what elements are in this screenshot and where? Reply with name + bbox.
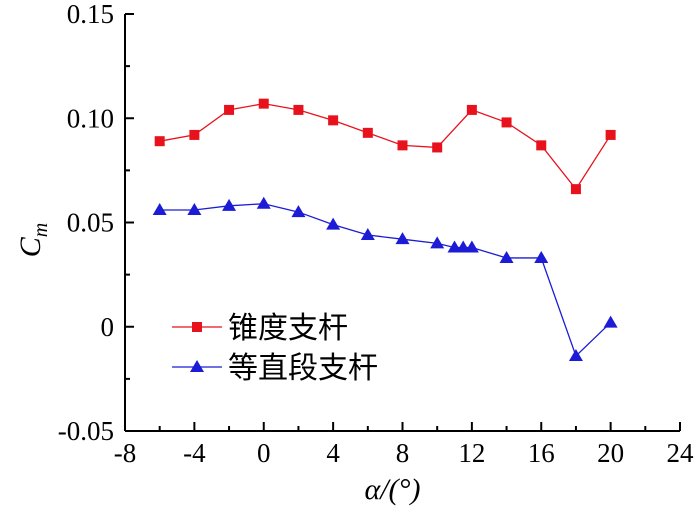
data-point xyxy=(189,129,200,140)
data-point xyxy=(534,250,549,263)
data-point xyxy=(432,142,443,153)
y-tick-label: -0.05 xyxy=(58,416,114,446)
data-point xyxy=(187,202,202,215)
x-tick-label: 20 xyxy=(597,438,624,468)
series-line xyxy=(159,102,612,191)
data-point xyxy=(362,127,373,138)
legend-marker xyxy=(190,360,204,372)
y-axis-label: Cm xyxy=(14,223,52,257)
y-tick-label: 0.10 xyxy=(67,103,114,133)
legend-marker xyxy=(192,322,202,332)
x-tick-label: 8 xyxy=(396,438,410,468)
data-point xyxy=(328,115,339,126)
x-tick-label: 12 xyxy=(458,438,485,468)
data-point xyxy=(603,315,618,328)
data-point xyxy=(326,217,341,230)
data-point xyxy=(397,140,408,151)
data-point xyxy=(154,136,165,147)
data-point xyxy=(222,198,237,211)
data-point xyxy=(256,196,271,209)
data-point xyxy=(570,184,581,195)
x-tick-label: 0 xyxy=(257,438,271,468)
data-point xyxy=(258,98,269,109)
data-point xyxy=(291,205,306,218)
x-tick-label: 24 xyxy=(667,438,695,468)
data-point xyxy=(360,228,375,241)
x-axis-label: α/(°) xyxy=(364,473,420,506)
data-point xyxy=(536,140,547,151)
data-point xyxy=(395,232,410,245)
data-point xyxy=(464,240,479,253)
legend-label: 锥度支杆 xyxy=(228,311,348,346)
x-tick-label: -4 xyxy=(183,438,206,468)
ticks: -8 -4 0 4 8 12 16 20 24 -0.05 0 0.05 0.10 0.15 xyxy=(58,0,694,468)
data-point xyxy=(152,202,167,215)
series-2 xyxy=(152,196,618,361)
data-point xyxy=(466,104,477,115)
data-point xyxy=(605,129,616,140)
legend-label: 等直段支杆 xyxy=(228,351,378,386)
y-tick-label: 0.15 xyxy=(67,0,114,29)
data-point xyxy=(293,104,304,115)
series-1 xyxy=(154,98,616,195)
data-point xyxy=(430,236,445,249)
series-line xyxy=(159,203,612,358)
data-point xyxy=(224,104,235,115)
series-group xyxy=(152,98,618,361)
y-tick-label: 0.05 xyxy=(67,208,114,238)
x-tick-label: 4 xyxy=(326,438,340,468)
axes xyxy=(124,14,680,432)
data-point xyxy=(568,348,583,361)
data-point xyxy=(499,250,514,263)
data-point xyxy=(501,117,512,128)
x-tick-label: 16 xyxy=(528,438,555,468)
x-tick-label: -8 xyxy=(114,438,137,468)
y-tick-label: 0 xyxy=(101,312,115,342)
